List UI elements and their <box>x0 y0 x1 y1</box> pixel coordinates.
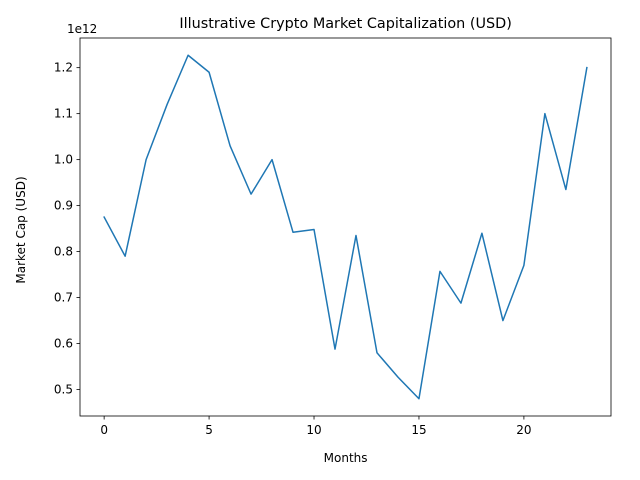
y-tick-label: 1.2 <box>54 61 73 75</box>
x-tick-label: 20 <box>516 423 531 437</box>
y-tick-label: 0.6 <box>54 337 73 351</box>
y-tick-label: 0.9 <box>54 199 73 213</box>
y-axis-offset-label: 1e12 <box>67 22 97 36</box>
x-axis-ticks: 0 5 10 15 20 <box>100 416 532 437</box>
chart-title: Illustrative Crypto Market Capitalizatio… <box>179 16 511 32</box>
y-axis-ticks: 0.5 0.6 0.7 0.8 0.9 1.0 1.1 1.2 <box>54 61 80 397</box>
y-tick-label: 0.7 <box>54 291 73 305</box>
y-tick-label: 1.1 <box>54 107 73 121</box>
y-axis-label: Market Cap (USD) <box>14 176 28 283</box>
x-tick-label: 10 <box>306 423 321 437</box>
series-group <box>103 54 588 400</box>
plot-frame <box>79 37 612 417</box>
y-tick-label: 0.5 <box>54 383 73 397</box>
x-tick-label: 0 <box>100 423 108 437</box>
series-line <box>103 54 588 400</box>
x-tick-label: 5 <box>205 423 213 437</box>
x-axis-label: Months <box>324 451 368 465</box>
x-tick-label: 15 <box>411 423 426 437</box>
y-tick-label: 0.8 <box>54 245 73 259</box>
y-tick-label: 1.0 <box>54 153 73 167</box>
